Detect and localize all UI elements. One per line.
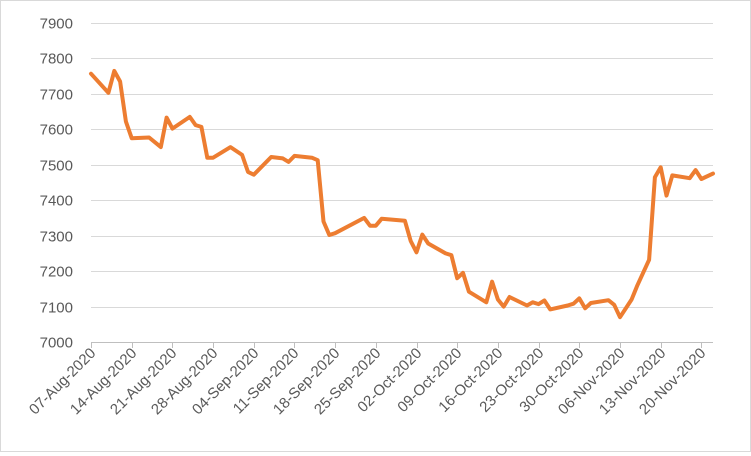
series-layer xyxy=(89,68,715,320)
y-tick-label: 7200 xyxy=(40,264,73,281)
x-axis: 07-Aug-202014-Aug-202021-Aug-202028-Aug-… xyxy=(26,342,713,418)
y-tick-label: 7100 xyxy=(40,300,73,317)
y-tick-label: 7600 xyxy=(40,122,73,139)
gridlines xyxy=(91,23,713,308)
y-axis-tick-labels: 7000 7100 7200 7300 7400 7500 7600 7700 7800 7900 xyxy=(40,16,73,352)
y-tick-label: 7300 xyxy=(40,229,73,246)
y-tick-label: 7800 xyxy=(40,51,73,68)
y-tick-label: 7000 xyxy=(40,335,73,352)
y-tick-label: 7400 xyxy=(40,193,73,210)
y-tick-label: 7900 xyxy=(40,16,73,33)
y-tick-label: 7700 xyxy=(40,87,73,104)
y-tick-label: 7500 xyxy=(40,158,73,175)
series-line-0 xyxy=(89,68,715,320)
